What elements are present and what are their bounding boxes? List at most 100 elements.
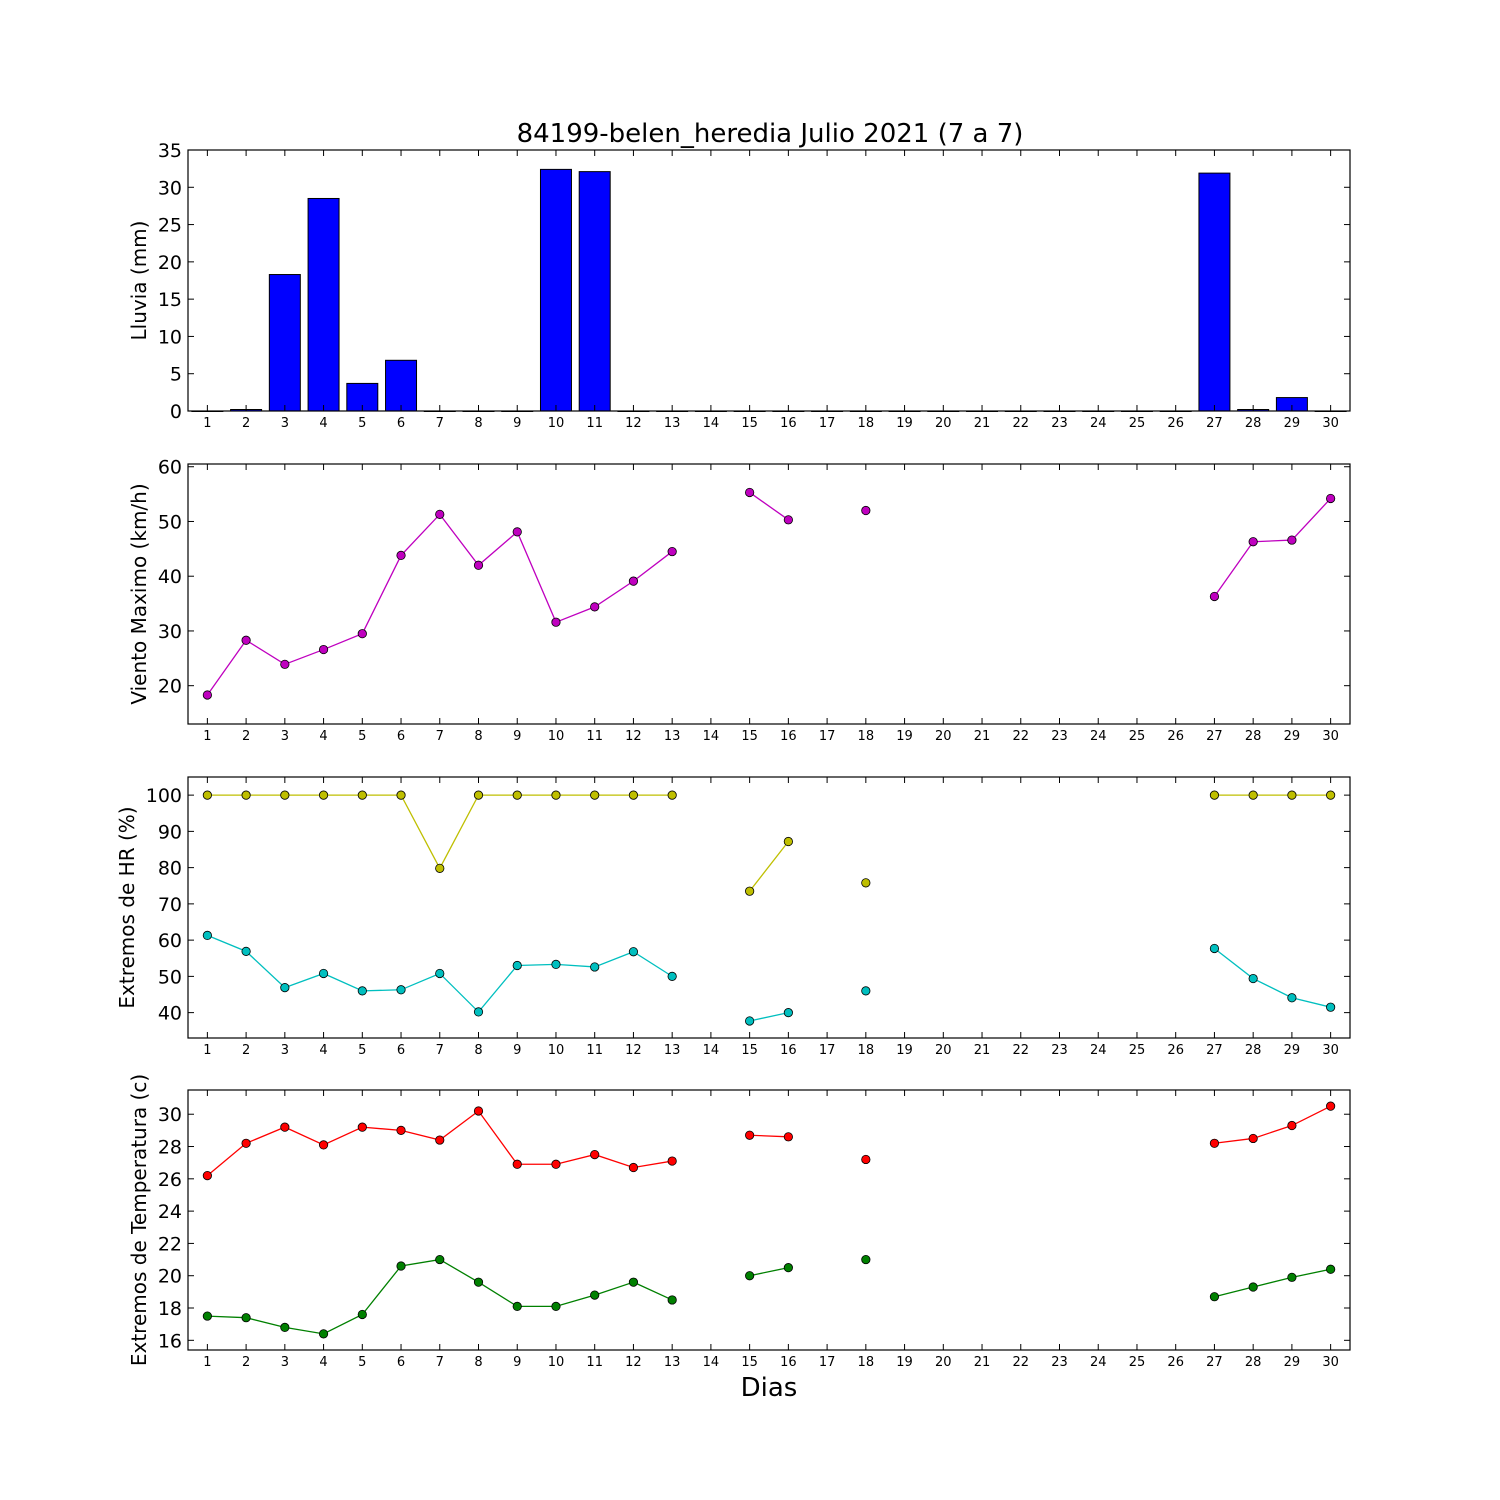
point-series-0-day-18: [861, 505, 871, 516]
x-tick-label: 5: [358, 416, 366, 431]
x-tick-label: 25: [1129, 1355, 1146, 1370]
x-tick-label: 29: [1284, 729, 1301, 744]
x-tick-label: 18: [858, 416, 875, 431]
point-series-1-day-27: [1209, 1292, 1220, 1302]
x-tick-label: 10: [548, 1043, 565, 1058]
point-series-0-day-18: [861, 878, 871, 888]
series-0-segment-1: [749, 491, 789, 521]
x-tick-label: 29: [1284, 1043, 1301, 1058]
point-series-1-day-5: [357, 1309, 367, 1320]
point-series-1-day-8: [473, 1277, 484, 1287]
x-tick-label: 27: [1206, 1043, 1223, 1058]
point-series-0-day-2: [241, 635, 251, 645]
x-tick-label: 5: [358, 1043, 366, 1058]
point-series-1-day-3: [280, 983, 290, 993]
x-tick-label: 16: [780, 1355, 797, 1370]
series-1-segment-1: [749, 1267, 789, 1277]
point-series-0-day-28: [1248, 790, 1258, 800]
x-tick-label: 16: [780, 729, 797, 744]
point-series-0-day-11: [590, 790, 600, 800]
point-series-0-day-4: [318, 1140, 329, 1150]
x-tick-label: 16: [780, 1043, 797, 1058]
x-tick-label: 11: [586, 729, 603, 744]
x-tick-label: 7: [436, 1355, 444, 1370]
y-tick-label: 30: [158, 177, 182, 199]
series-0-segment-3: [1214, 1105, 1331, 1144]
point-series-1-day-5: [357, 986, 367, 996]
x-tick-label: 27: [1206, 729, 1223, 744]
x-tick-label: 16: [780, 416, 797, 431]
axes-frame-temp: [187, 1089, 1351, 1351]
point-series-1-day-9: [512, 1301, 522, 1311]
point-series-1-day-6: [396, 985, 406, 995]
point-series-0-day-13: [667, 1156, 677, 1166]
point-series-1-day-12: [628, 1277, 639, 1287]
x-tick-label: 6: [397, 1043, 405, 1058]
point-series-1-day-29: [1287, 1272, 1297, 1282]
point-series-1-day-30: [1326, 1002, 1336, 1012]
x-tick-label: 11: [586, 1355, 603, 1370]
x-tick-label: 1: [203, 1043, 211, 1058]
x-tick-label: 14: [703, 1043, 720, 1058]
point-series-0-day-29: [1287, 790, 1297, 800]
point-series-0-day-18: [861, 1154, 871, 1165]
x-tick-label: 12: [625, 416, 642, 431]
x-tick-label: 22: [1012, 1355, 1029, 1370]
x-tick-label: 6: [397, 1355, 405, 1370]
x-tick-label: 8: [474, 1355, 482, 1370]
point-series-0-day-3: [280, 659, 290, 669]
point-series-0-day-27: [1209, 591, 1220, 602]
point-series-0-day-13: [667, 790, 677, 800]
y-tick-label: 20: [158, 676, 182, 698]
x-tick-label: 13: [664, 1043, 681, 1058]
y-tick-label: 70: [158, 894, 182, 916]
x-tick-label: 29: [1284, 1355, 1301, 1370]
y-tick-label: 25: [158, 215, 182, 237]
x-tick-label: 2: [242, 416, 250, 431]
x-tick-label: 20: [935, 1043, 952, 1058]
y-axis-label-viento: Viento Maximo (km/h): [127, 483, 151, 704]
y-tick-label: 28: [158, 1137, 182, 1159]
x-tick-label: 13: [664, 729, 681, 744]
point-series-0-day-27: [1209, 790, 1220, 800]
x-tick-label: 3: [281, 1043, 289, 1058]
x-tick-label: 9: [513, 729, 521, 744]
point-series-1-day-1: [202, 930, 212, 941]
x-tick-label: 7: [436, 1043, 444, 1058]
y-tick-label: 80: [158, 858, 182, 880]
subplot-temp: 1 2 3 4 5 6 7 8 9 10 11 12 13 14 15 16 17 18 19 20 21 22 23 24 2…: [127, 1074, 1351, 1370]
point-series-1-day-2: [241, 946, 251, 956]
x-tick-label: 14: [703, 729, 720, 744]
point-series-1-day-10: [551, 959, 561, 970]
x-tick-label: 1: [203, 729, 211, 744]
x-tick-label: 26: [1167, 416, 1184, 431]
x-tick-label: 7: [436, 729, 444, 744]
y-tick-label: 30: [158, 621, 182, 643]
point-series-1-day-2: [241, 1313, 251, 1323]
x-tick-label: 14: [703, 416, 720, 431]
y-tick-label: 35: [158, 140, 182, 162]
subplots: 1 2 3 4 5 6 7 8 9 10 11 12 13 14 15 16 17 18 19 20 21 22 23 24 2…: [115, 140, 1351, 1370]
x-tick-label: 30: [1322, 1043, 1339, 1058]
point-series-1-day-28: [1248, 973, 1258, 984]
x-tick-label: 19: [896, 416, 913, 431]
x-tick-label: 11: [586, 416, 603, 431]
bar-day-4: [307, 197, 340, 412]
bar-day-3: [268, 274, 301, 412]
x-tick-label: 4: [319, 1355, 327, 1370]
point-series-0-day-28: [1248, 537, 1258, 547]
series-1-segment-3: [1214, 947, 1331, 1008]
x-tick-label: 19: [896, 729, 913, 744]
point-series-0-day-3: [280, 790, 290, 800]
x-tick-label: 23: [1051, 416, 1068, 431]
y-tick-label: 50: [158, 966, 182, 988]
y-tick-label: 50: [158, 511, 182, 533]
point-series-0-day-10: [551, 617, 561, 627]
point-series-0-day-12: [628, 790, 639, 800]
x-tick-label: 2: [242, 1355, 250, 1370]
x-tick-label: 1: [203, 416, 211, 431]
x-tick-label: 28: [1245, 1043, 1262, 1058]
point-series-0-day-30: [1326, 1101, 1336, 1111]
point-series-0-day-13: [667, 546, 677, 557]
point-series-1-day-16: [783, 1263, 793, 1273]
